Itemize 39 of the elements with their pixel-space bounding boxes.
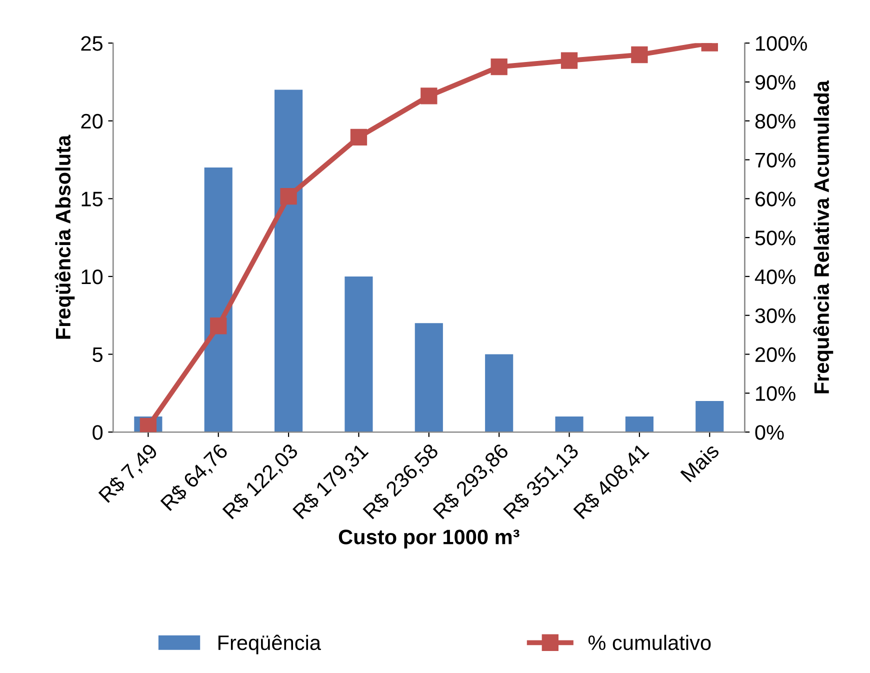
bar xyxy=(485,354,514,432)
point xyxy=(420,88,438,104)
point xyxy=(631,46,648,64)
y-tick-label: 10 xyxy=(82,269,103,284)
bar xyxy=(204,168,232,432)
y-tick-label: 5 xyxy=(92,347,103,362)
point xyxy=(280,188,297,205)
y-tick-label: 25 xyxy=(81,36,103,51)
bar xyxy=(625,416,654,432)
y-axis-title: Freqüência Absoluta xyxy=(54,134,75,339)
bar xyxy=(555,416,584,432)
y-tick-label: 15 xyxy=(82,192,103,206)
y2-axis-title: Frequência Relativa Acumulada xyxy=(813,80,834,394)
bar xyxy=(414,323,443,432)
legend-label: % cumulativo xyxy=(588,634,711,650)
point xyxy=(210,318,227,334)
bar xyxy=(344,276,373,432)
y2-tick-label: 80% xyxy=(755,114,796,129)
y2-tick-label: 40% xyxy=(754,269,796,284)
x-axis-title: Custo por 1000 m³ xyxy=(338,530,520,548)
y2-tick-label: 60% xyxy=(756,192,796,206)
y2-tick-label: 20% xyxy=(755,347,796,362)
y-tick-label: 20 xyxy=(81,114,103,129)
point xyxy=(490,58,508,76)
y2-tick-label: 70% xyxy=(756,152,796,168)
x-tick-label: R$ 7,49 xyxy=(98,442,160,505)
point xyxy=(350,128,368,146)
point xyxy=(140,418,157,432)
bar xyxy=(696,400,724,432)
y2-tick-label: 0% xyxy=(755,425,784,440)
bar xyxy=(274,90,303,432)
legend-label: Freqüência xyxy=(218,634,322,654)
y2-tick-label: 100% xyxy=(756,36,807,51)
y2-tick-label: 50% xyxy=(755,230,796,246)
y2-tick-label: 30% xyxy=(755,308,796,324)
y2-tick-label: 10% xyxy=(756,386,796,401)
y-tick-label: 0 xyxy=(92,425,103,440)
point xyxy=(560,52,578,69)
y2-tick-label: 90% xyxy=(755,74,796,90)
